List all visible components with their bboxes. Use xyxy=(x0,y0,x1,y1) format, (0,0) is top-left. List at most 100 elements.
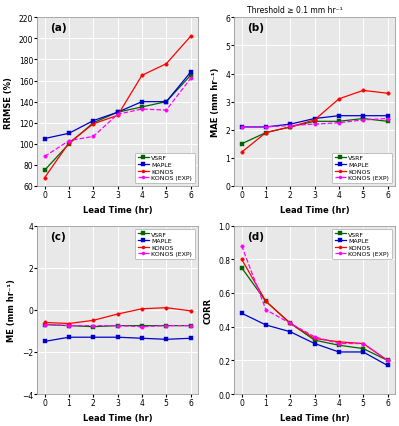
KONOS (EXP) xyxy=(385,117,390,122)
MAPLE xyxy=(385,114,390,119)
Line: MAPLE: MAPLE xyxy=(240,312,389,367)
KONOS xyxy=(361,341,365,346)
Line: MAPLE: MAPLE xyxy=(43,71,192,141)
MAPLE xyxy=(140,100,144,105)
VSRF xyxy=(336,119,341,124)
Y-axis label: ME (mm hr⁻¹): ME (mm hr⁻¹) xyxy=(8,279,16,342)
Line: KONOS (EXP): KONOS (EXP) xyxy=(43,78,192,159)
X-axis label: Lead Time (hr): Lead Time (hr) xyxy=(280,205,350,214)
Line: MAPLE: MAPLE xyxy=(240,115,389,130)
KONOS (EXP) xyxy=(361,118,365,123)
MAPLE xyxy=(164,337,169,342)
MAPLE xyxy=(312,117,317,122)
MAPLE xyxy=(361,350,365,355)
VSRF xyxy=(239,265,244,271)
KONOS (EXP) xyxy=(115,112,120,118)
KONOS xyxy=(336,340,341,345)
Line: KONOS: KONOS xyxy=(240,258,389,362)
KONOS xyxy=(188,35,193,40)
KONOS xyxy=(263,131,268,136)
KONOS (EXP) xyxy=(336,121,341,126)
KONOS xyxy=(91,122,96,127)
MAPLE xyxy=(263,125,268,130)
KONOS (EXP) xyxy=(336,341,341,346)
KONOS (EXP) xyxy=(188,323,193,328)
KONOS (EXP) xyxy=(67,139,71,144)
KONOS xyxy=(312,118,317,123)
VSRF xyxy=(115,110,120,115)
KONOS xyxy=(140,306,144,311)
KONOS xyxy=(239,150,244,155)
VSRF xyxy=(42,168,47,173)
MAPLE xyxy=(42,137,47,142)
KONOS (EXP) xyxy=(91,323,96,328)
KONOS xyxy=(385,92,390,97)
Text: (c): (c) xyxy=(50,231,66,241)
Line: VSRF: VSRF xyxy=(240,118,389,146)
Line: VSRF: VSRF xyxy=(43,75,192,173)
KONOS xyxy=(140,74,144,79)
Text: (b): (b) xyxy=(247,23,264,33)
MAPLE xyxy=(336,350,341,355)
MAPLE xyxy=(115,110,120,115)
KONOS xyxy=(67,141,71,146)
KONOS (EXP) xyxy=(263,308,268,313)
MAPLE xyxy=(385,363,390,368)
KONOS xyxy=(164,62,169,67)
Line: KONOS: KONOS xyxy=(240,89,389,155)
X-axis label: Lead Time (hr): Lead Time (hr) xyxy=(83,205,152,214)
KONOS xyxy=(288,321,292,326)
Line: KONOS: KONOS xyxy=(43,306,192,325)
VSRF xyxy=(336,343,341,348)
KONOS (EXP) xyxy=(115,323,120,328)
KONOS xyxy=(42,176,47,181)
KONOS (EXP) xyxy=(312,122,317,127)
VSRF xyxy=(91,324,96,329)
KONOS xyxy=(288,125,292,130)
Line: KONOS (EXP): KONOS (EXP) xyxy=(240,245,389,362)
Legend: VSRF, MAPLE, KONOS, KONOS (EXP): VSRF, MAPLE, KONOS, KONOS (EXP) xyxy=(332,153,392,184)
VSRF xyxy=(385,119,390,124)
VSRF xyxy=(312,338,317,343)
MAPLE xyxy=(164,100,169,105)
MAPLE xyxy=(91,335,96,340)
KONOS xyxy=(164,305,169,311)
VSRF xyxy=(140,105,144,110)
KONOS (EXP) xyxy=(42,155,47,160)
Line: VSRF: VSRF xyxy=(240,266,389,362)
KONOS (EXP) xyxy=(164,323,169,328)
KONOS xyxy=(336,97,341,102)
VSRF xyxy=(42,322,47,327)
VSRF xyxy=(188,74,193,79)
Line: VSRF: VSRF xyxy=(43,323,192,328)
MAPLE xyxy=(91,119,96,124)
KONOS (EXP) xyxy=(239,244,244,249)
Y-axis label: RRMSE (%): RRMSE (%) xyxy=(4,77,13,128)
MAPLE xyxy=(239,125,244,130)
MAPLE xyxy=(263,322,268,328)
MAPLE xyxy=(336,114,341,119)
KONOS xyxy=(385,358,390,363)
MAPLE xyxy=(67,335,71,340)
KONOS xyxy=(312,336,317,341)
VSRF xyxy=(263,299,268,304)
Y-axis label: MAE (mm hr⁻¹): MAE (mm hr⁻¹) xyxy=(211,68,220,137)
MAPLE xyxy=(188,336,193,341)
Line: KONOS: KONOS xyxy=(43,35,192,180)
VSRF xyxy=(288,321,292,326)
Text: (d): (d) xyxy=(247,231,264,241)
KONOS (EXP) xyxy=(140,107,144,112)
KONOS xyxy=(239,257,244,262)
KONOS xyxy=(91,318,96,323)
VSRF xyxy=(164,323,169,328)
MAPLE xyxy=(140,336,144,341)
Line: MAPLE: MAPLE xyxy=(43,336,192,343)
KONOS (EXP) xyxy=(188,77,193,82)
Legend: VSRF, MAPLE, KONOS, KONOS (EXP): VSRF, MAPLE, KONOS, KONOS (EXP) xyxy=(135,153,195,184)
Legend: VSRF, MAPLE, KONOS, KONOS (EXP): VSRF, MAPLE, KONOS, KONOS (EXP) xyxy=(332,229,392,259)
VSRF xyxy=(312,119,317,124)
KONOS (EXP) xyxy=(42,322,47,327)
MAPLE xyxy=(312,341,317,346)
KONOS xyxy=(115,312,120,317)
VSRF xyxy=(263,131,268,136)
